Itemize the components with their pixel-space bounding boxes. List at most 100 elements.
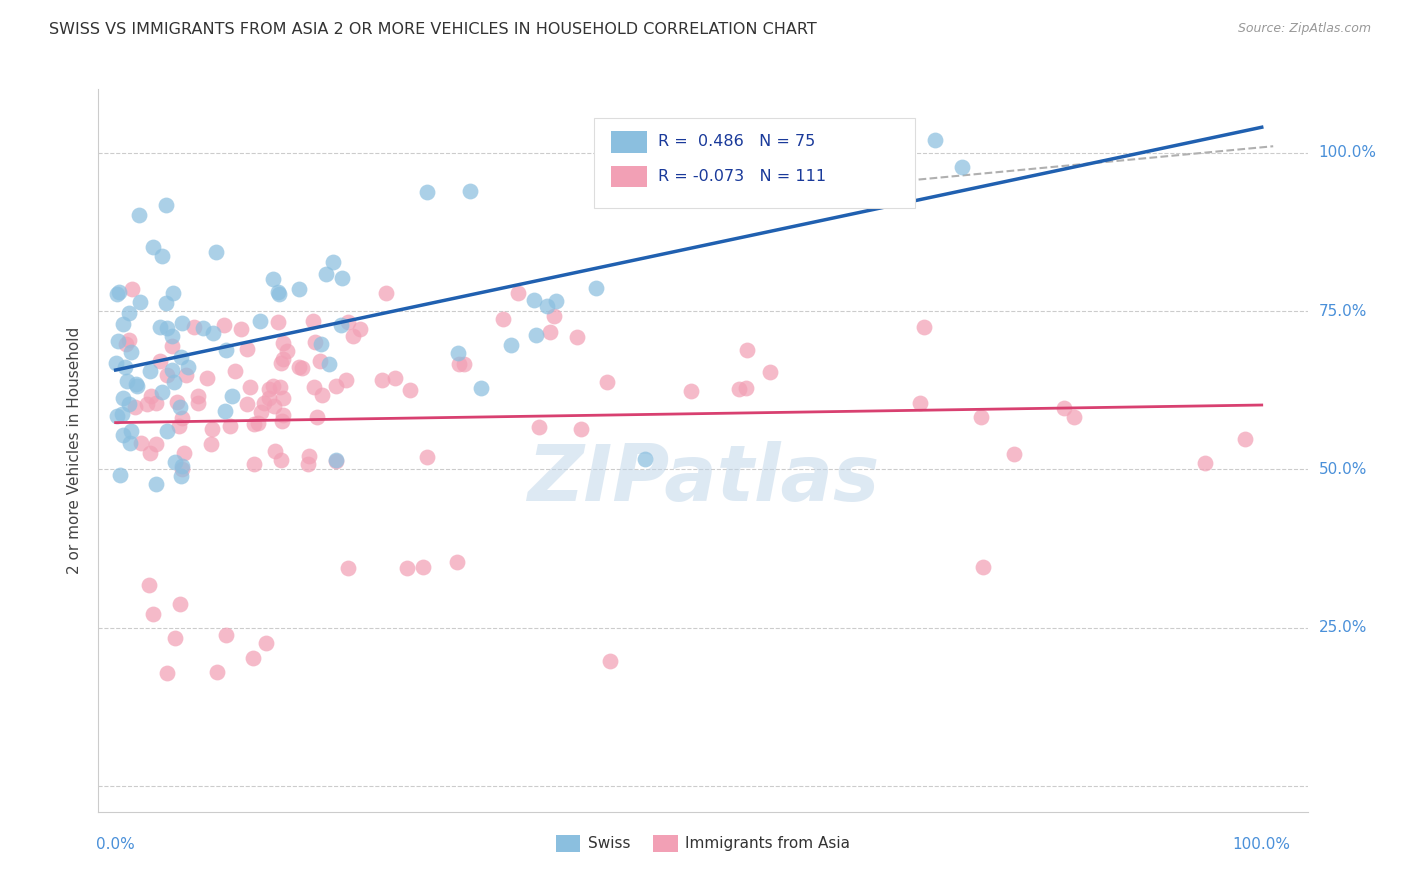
Point (165, 454, 187, 468)
Point (169, 597, 191, 611)
Point (111, 407, 134, 421)
Point (107, 334, 129, 349)
Point (536, 299, 558, 313)
Point (118, 333, 141, 347)
Point (150, 249, 173, 263)
Point (155, 295, 177, 310)
Point (271, 351, 294, 366)
Text: 25.0%: 25.0% (1319, 621, 1367, 635)
Point (596, 375, 619, 389)
Point (111, 428, 134, 442)
Point (384, 370, 406, 384)
Text: 50.0%: 50.0% (1319, 462, 1367, 477)
Point (270, 356, 292, 370)
Point (249, 314, 271, 328)
Point (1063, 409, 1085, 424)
FancyBboxPatch shape (595, 118, 915, 209)
Point (139, 388, 162, 402)
Point (187, 396, 209, 410)
Point (160, 339, 183, 353)
Text: 100.0%: 100.0% (1233, 837, 1291, 852)
Point (138, 364, 160, 378)
Point (221, 389, 243, 403)
Point (267, 286, 290, 301)
Point (235, 342, 257, 356)
Point (257, 383, 280, 397)
Point (183, 320, 205, 334)
Point (156, 320, 179, 334)
Point (735, 381, 758, 395)
Point (105, 409, 128, 424)
Point (1194, 456, 1216, 470)
Point (565, 330, 588, 344)
Point (523, 293, 546, 308)
Point (212, 318, 235, 333)
Point (152, 384, 174, 399)
Text: R =  0.486   N = 75: R = 0.486 N = 75 (658, 135, 815, 150)
Point (336, 561, 359, 575)
Point (124, 400, 146, 414)
Point (322, 255, 344, 269)
Point (214, 404, 236, 418)
Point (149, 320, 172, 334)
Point (262, 272, 284, 286)
Point (453, 357, 475, 371)
Point (506, 286, 529, 301)
Point (128, 208, 150, 222)
Point (172, 316, 194, 330)
Point (169, 350, 191, 364)
Point (972, 559, 994, 574)
Point (145, 396, 167, 410)
Text: SWISS VS IMMIGRANTS FROM ASIA 2 OR MORE VEHICLES IN HOUSEHOLD CORRELATION CHART: SWISS VS IMMIGRANTS FROM ASIA 2 OR MORE … (49, 22, 817, 37)
Point (173, 446, 195, 460)
Point (309, 337, 332, 351)
Point (308, 354, 330, 368)
Point (271, 335, 294, 350)
Point (416, 185, 439, 199)
Point (1053, 401, 1076, 416)
Point (318, 357, 340, 371)
Point (276, 343, 298, 358)
Point (111, 392, 134, 406)
Point (267, 285, 290, 299)
Point (242, 457, 264, 471)
Point (170, 411, 193, 425)
Point (569, 422, 592, 436)
Point (108, 467, 131, 482)
Point (524, 328, 547, 343)
Point (121, 282, 143, 296)
Point (166, 394, 188, 409)
Point (252, 396, 274, 410)
Point (156, 665, 179, 680)
Point (145, 477, 167, 491)
Point (120, 424, 142, 438)
Point (447, 357, 470, 371)
Point (204, 245, 226, 260)
Point (156, 424, 179, 438)
Point (120, 345, 142, 359)
Point (215, 627, 238, 641)
Point (201, 422, 224, 436)
Point (229, 322, 252, 336)
Point (120, 436, 142, 450)
Point (172, 459, 194, 474)
Point (446, 555, 468, 569)
Point (291, 360, 314, 375)
Point (169, 400, 191, 414)
Point (141, 240, 163, 254)
Point (800, 133, 823, 147)
Point (287, 282, 309, 296)
Point (115, 336, 138, 351)
Point (527, 420, 550, 434)
Point (325, 379, 347, 393)
Point (325, 453, 347, 467)
Point (170, 469, 193, 483)
Point (543, 310, 565, 324)
Point (679, 384, 702, 399)
Point (257, 391, 280, 405)
Point (728, 383, 751, 397)
Point (219, 419, 242, 434)
Point (297, 457, 319, 471)
Point (950, 160, 973, 174)
Point (224, 364, 246, 378)
